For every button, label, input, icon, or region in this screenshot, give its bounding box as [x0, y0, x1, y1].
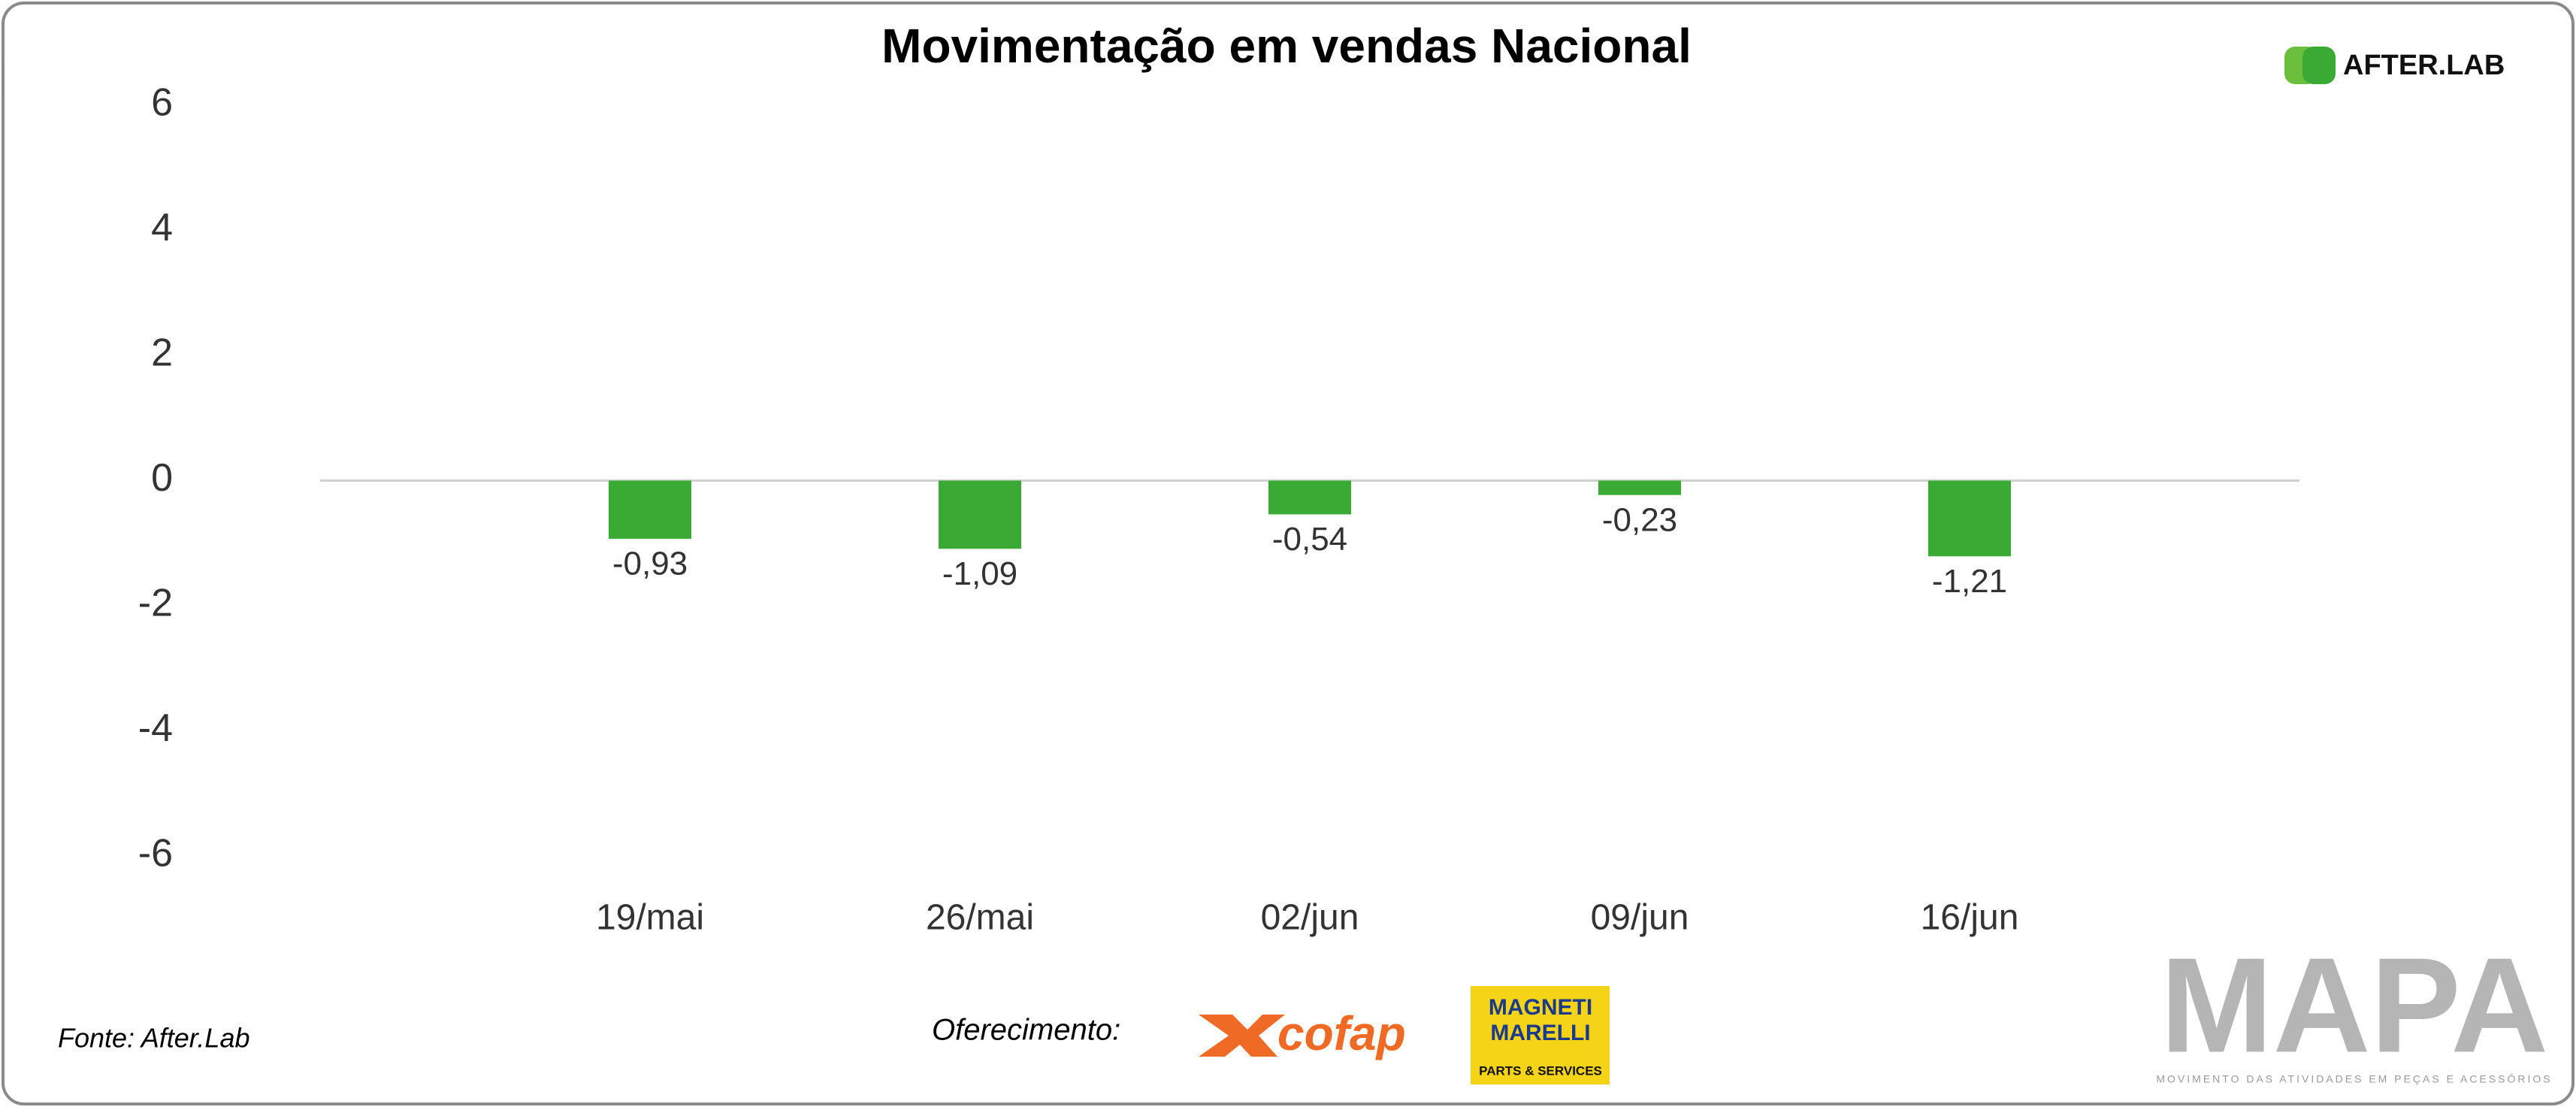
data-label: -1,09 [942, 555, 1017, 592]
chart-title: Movimentação em vendas Nacional [881, 19, 1692, 73]
logo-text: AFTER.LAB [2343, 50, 2505, 81]
logo-icon [2302, 47, 2336, 84]
bar [1268, 480, 1351, 515]
magneti-text: MARELLI [1490, 1021, 1590, 1045]
sponsor-label: Oferecimento: [932, 1014, 1120, 1047]
y-tick-label: -6 [138, 832, 173, 876]
data-label: -0,93 [612, 546, 688, 582]
mapa-logo: MAPA [2160, 930, 2549, 1081]
afterlab-logo: AFTER.LAB [2284, 47, 2505, 84]
magneti-box [1471, 986, 1610, 1084]
bar [1598, 480, 1681, 495]
y-tick-label: 2 [151, 331, 173, 375]
y-tick-label: 6 [151, 81, 173, 125]
x-tick-label: 09/jun [1591, 898, 1689, 938]
cofap-text: cofap [1277, 1006, 1406, 1060]
source: Fonte: After.Lab [58, 1023, 249, 1054]
bar [1928, 480, 2011, 557]
magneti-sub: PARTS & SERVICES [1479, 1063, 1602, 1078]
bar [609, 480, 691, 539]
y-tick-label: -2 [138, 582, 173, 625]
x-tick-label: 02/jun [1261, 898, 1359, 938]
x-tick-label: 16/jun [1921, 898, 2019, 938]
y-tick-label: -4 [138, 706, 173, 750]
x-tick-label: 26/mai [926, 898, 1034, 938]
data-label: -1,21 [1932, 563, 2007, 600]
x-tick-label: 19/mai [596, 898, 704, 938]
cofap-mark [1199, 1015, 1285, 1057]
data-label: -0,54 [1272, 521, 1347, 558]
y-tick-label: 4 [151, 206, 173, 250]
y-tick-label: 0 [151, 456, 173, 500]
magneti-logo: MAGNETI MARELLI PARTS & SERVICES [1471, 986, 1610, 1084]
bar [939, 480, 1021, 549]
magneti-text: MAGNETI [1489, 995, 1592, 1020]
cofap-logo: cofap [1199, 1006, 1406, 1060]
mapa-sub: MOVIMENTO DAS ATIVIDADES EM PEÇAS E ACES… [2156, 1073, 2552, 1085]
data-label: -0,23 [1602, 501, 1677, 538]
